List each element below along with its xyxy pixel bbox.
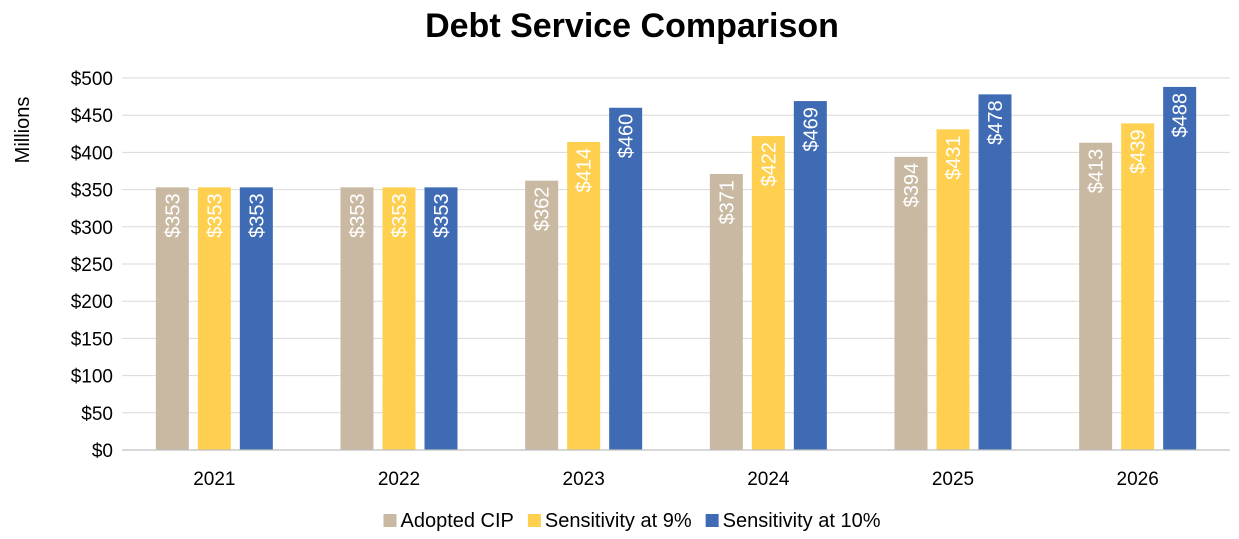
data-label: $353 [389,193,411,238]
bar [567,141,601,450]
legend: Adopted CIP Sensitivity at 9% Sensitivity … [383,510,881,532]
data-label: $353 [431,193,453,238]
data-label: $439 [1128,129,1150,174]
grid-lines [122,77,1230,414]
legend-swatch [383,514,397,527]
bar [793,101,827,451]
bar [609,107,643,450]
legend-label: Adopted CIP [400,510,513,532]
x-tick-label: 2026 [1117,469,1159,490]
bar [1079,142,1113,450]
bar [894,156,928,450]
legend-label: Sensitivity at 9% [545,510,692,532]
y-tick-label: $450 [71,106,113,127]
y-axis-label: Millions [12,97,34,164]
data-label: $362 [532,187,554,232]
y-tick-label: $300 [71,218,113,239]
x-tick-label: 2023 [563,469,605,490]
bar [382,187,416,451]
bar [978,94,1012,451]
y-tick-label: $150 [71,329,113,350]
data-label: $353 [347,193,369,238]
data-label: $422 [758,142,780,187]
y-tick-label: $100 [71,367,113,388]
data-label: $353 [204,193,226,238]
bar [936,129,970,450]
bar [1163,86,1197,450]
bar [340,187,374,451]
y-tick-label: $0 [92,441,113,462]
x-tick-label: 2021 [193,469,235,490]
y-axis-ticks: $0 $50 $100 $150 $200 $250 $300 $350 $400 $450 $50… [71,69,113,462]
x-axis-ticks: 2021 2022 2023 2024 2025 2026 [193,469,1159,490]
y-tick-label: $50 [81,404,113,425]
data-labels: $353 $353 $353 $353 $353 $353 $362 $414 $460 $371… [162,93,1191,238]
x-tick-label: 2022 [378,469,420,490]
y-tick-label: $350 [71,181,113,202]
data-label: $431 [943,135,965,180]
legend-swatch [705,514,719,527]
bar [155,187,189,451]
legend-swatch [527,514,541,527]
data-label: $371 [716,180,738,225]
data-label: $353 [246,193,268,238]
bars [155,86,1197,451]
data-label: $460 [616,114,638,159]
bar [525,180,559,450]
y-tick-label: $500 [71,69,113,90]
x-tick-label: 2024 [747,469,790,490]
chart-title: Debt Service Comparison [425,7,839,45]
y-tick-label: $250 [71,255,113,276]
bar [709,173,743,450]
bar [751,136,785,451]
x-tick-label: 2025 [932,469,974,490]
data-label: $394 [901,163,923,208]
bar [239,187,273,451]
y-tick-label: $400 [71,143,113,164]
data-label: $478 [985,100,1007,145]
data-label: $414 [574,148,596,193]
legend-label: Sensitivity at 10% [723,510,881,532]
bar [424,187,458,451]
data-label: $413 [1086,149,1108,194]
y-tick-label: $200 [71,292,113,313]
data-label: $469 [800,107,822,151]
data-label: $488 [1170,93,1192,138]
data-label: $353 [162,193,184,238]
bar [1121,123,1155,450]
bar [197,187,231,451]
